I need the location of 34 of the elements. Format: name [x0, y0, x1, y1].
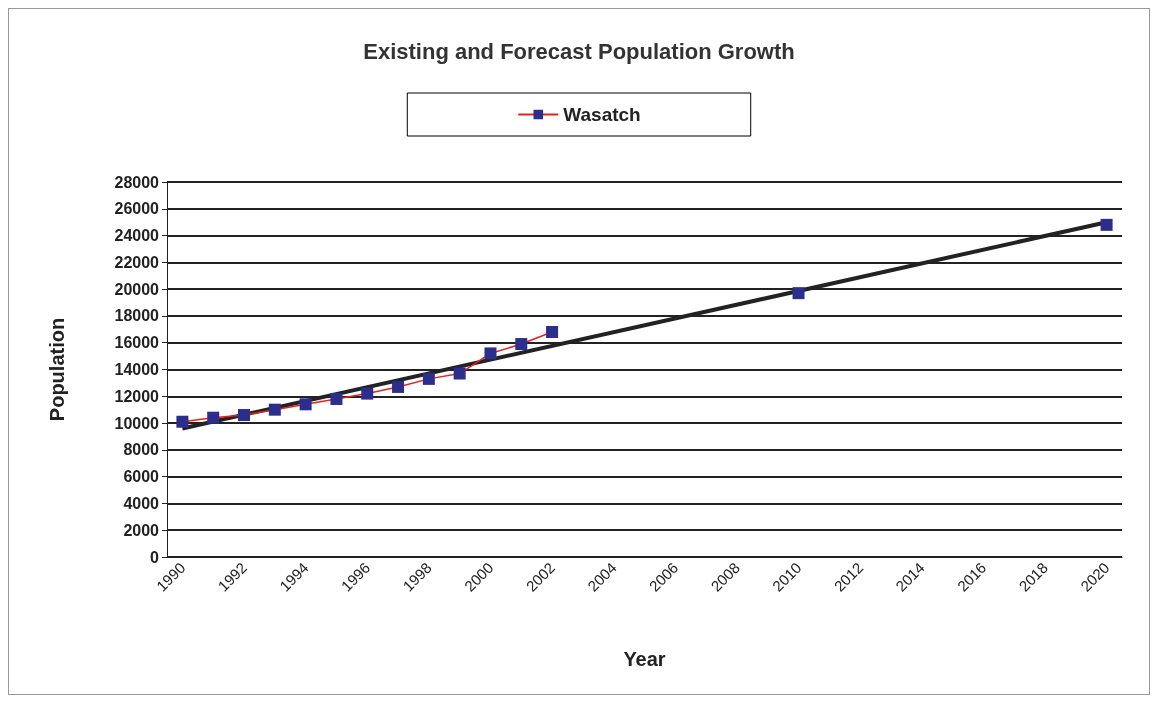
y-tick-label: 10000	[114, 414, 160, 432]
x-axis-title: Year	[623, 648, 666, 670]
y-tick-label: 20000	[114, 280, 160, 298]
y-tick-label: 2000	[123, 521, 160, 539]
y-tick-label: 24000	[114, 227, 160, 245]
point	[515, 338, 528, 351]
legend-label: Wasatch	[563, 104, 641, 125]
y-tick-label: 18000	[114, 307, 160, 325]
point	[268, 403, 281, 416]
y-axis-title: Population	[46, 317, 68, 422]
y-tick-label: 14000	[114, 361, 160, 378]
point	[422, 372, 435, 385]
point	[176, 415, 189, 428]
y-tick-label: 4000	[123, 494, 160, 512]
point	[238, 409, 251, 422]
point	[392, 380, 405, 393]
y-tick-label: 8000	[123, 441, 160, 459]
y-tick-label: 22000	[114, 253, 160, 271]
point	[299, 398, 312, 411]
point	[453, 367, 466, 380]
point	[792, 287, 805, 300]
point	[207, 411, 220, 424]
point	[361, 387, 374, 400]
point	[546, 326, 559, 338]
y-tick-label: 28000	[114, 173, 160, 191]
y-tick-label: 26000	[114, 200, 160, 218]
point	[1100, 218, 1113, 231]
point	[330, 392, 343, 405]
chart-title: Existing and Forecast Population Growth	[363, 38, 795, 64]
y-tick-label: 12000	[114, 387, 160, 405]
y-tick-label: 16000	[114, 334, 160, 352]
y-tick-label: 6000	[123, 468, 160, 486]
point	[484, 347, 497, 360]
y-tick-label: 0	[150, 548, 160, 566]
